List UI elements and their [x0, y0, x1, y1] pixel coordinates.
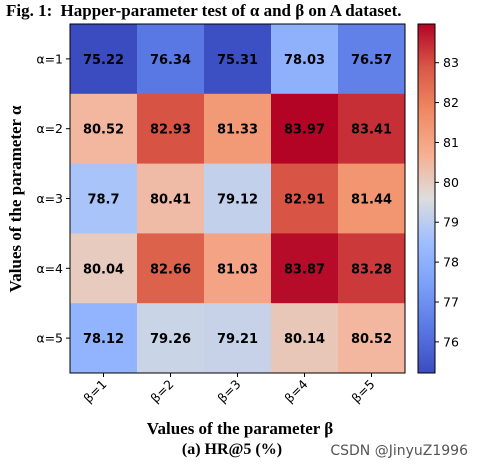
heatmap-cell [137, 93, 205, 165]
cell-value-label: 83.97 [284, 123, 325, 138]
heatmap-cell [338, 93, 406, 165]
cell-value-label: 82.66 [150, 262, 191, 277]
colorbar-ticks: 76 77 78 79 80 81 82 83 [435, 55, 459, 349]
y-tick-label: α=3 [36, 191, 63, 206]
heatmap-cell [204, 303, 272, 374]
cell-value-label: 80.52 [83, 123, 124, 138]
heatmap-cell [70, 163, 138, 234]
cell-value-label: 75.22 [83, 53, 124, 68]
heatmap-cell-labels: 75.22 76.34 75.31 78.03 76.57 80.52 82.93 81.33… [83, 53, 392, 347]
x-axis-ticks: β=1 β=2 β=3 β=4 β=5 [80, 373, 378, 406]
cell-value-label: 76.57 [351, 53, 392, 68]
cell-value-label: 79.21 [217, 332, 258, 347]
chart-title-text: Happer-parameter test of α and β on A da… [61, 1, 402, 20]
watermark: CSDN @JinyuZ1996 [330, 443, 468, 459]
cell-value-label: 78.12 [83, 332, 124, 347]
colorbar-tick-label: 76 [443, 334, 459, 349]
heatmap-cell [70, 24, 138, 95]
x-tick-label: β=4 [281, 376, 310, 405]
heatmap-cell [271, 233, 339, 304]
heatmap-cell [137, 303, 205, 374]
cell-value-label: 82.91 [284, 193, 325, 208]
heatmap-cell [204, 233, 272, 304]
heatmap-cell [70, 303, 138, 374]
y-tick-label: α=4 [36, 261, 63, 276]
x-tick-label: β=3 [214, 377, 243, 406]
heatmap-cell [338, 24, 406, 95]
heatmap-cell [271, 303, 339, 374]
heatmap-cell [70, 93, 138, 165]
colorbar-tick-label: 79 [443, 215, 459, 230]
cell-value-label: 83.41 [351, 123, 392, 138]
y-axis-ticks: α=1 α=2 α=3 α=4 α=5 [36, 51, 70, 346]
heatmap-cell [204, 163, 272, 234]
cell-value-label: 82.93 [150, 123, 191, 138]
heatmap-cell [338, 303, 406, 374]
x-axis-label: Values of the parameter β [147, 419, 334, 438]
cell-value-label: 80.04 [83, 262, 124, 277]
colorbar-tick-label: 83 [443, 55, 459, 70]
heatmap-cell [204, 24, 272, 95]
chart-title: Fig. 1: Happer-parameter test of α and β… [6, 1, 401, 20]
colorbar-tick-label: 82 [443, 95, 459, 110]
cell-value-label: 80.41 [150, 193, 191, 208]
y-tick-label: α=1 [36, 51, 63, 66]
x-tick-label: β=5 [348, 377, 377, 406]
cell-value-label: 81.03 [217, 262, 258, 277]
heatmap-cell [137, 163, 205, 234]
y-tick-label: α=2 [36, 121, 63, 136]
x-tick-label: β=1 [80, 377, 109, 406]
cell-value-label: 83.28 [351, 262, 392, 277]
y-axis-label: Values of the parameter α [6, 105, 25, 293]
cell-value-label: 79.26 [150, 332, 191, 347]
heatmap-cell [70, 233, 138, 304]
cell-value-label: 80.52 [351, 332, 392, 347]
cell-value-label: 79.12 [217, 193, 258, 208]
colorbar-tick-label: 80 [443, 175, 459, 190]
cell-value-label: 81.44 [351, 193, 392, 208]
heatmap-cell [204, 93, 272, 165]
heatmap-cell [137, 233, 205, 304]
colorbar-tick-label: 77 [443, 295, 459, 310]
heatmap-cell [338, 233, 406, 304]
heatmap-cell [271, 163, 339, 234]
cell-value-label: 83.87 [284, 262, 325, 277]
x-tick-label: β=2 [147, 377, 176, 406]
heatmap-cell [271, 24, 339, 95]
colorbar-tick-label: 78 [443, 255, 459, 270]
figure-caption: (a) HR@5 (%) [182, 441, 282, 458]
cell-value-label: 80.14 [284, 332, 325, 347]
chart-title-prefix: Fig. 1: [6, 1, 52, 20]
cell-value-label: 75.31 [217, 53, 258, 68]
y-tick-label: α=5 [36, 331, 63, 346]
heatmap-cell [137, 24, 205, 95]
heatmap-cell [338, 163, 406, 234]
heatmap-cells [70, 24, 406, 374]
cell-value-label: 76.34 [150, 53, 191, 68]
colorbar [417, 23, 436, 374]
cell-value-label: 81.33 [217, 123, 258, 138]
cell-value-label: 78.7 [87, 193, 119, 208]
cell-value-label: 78.03 [284, 53, 325, 68]
heatmap-cell [271, 93, 339, 165]
colorbar-tick-label: 81 [443, 135, 459, 150]
